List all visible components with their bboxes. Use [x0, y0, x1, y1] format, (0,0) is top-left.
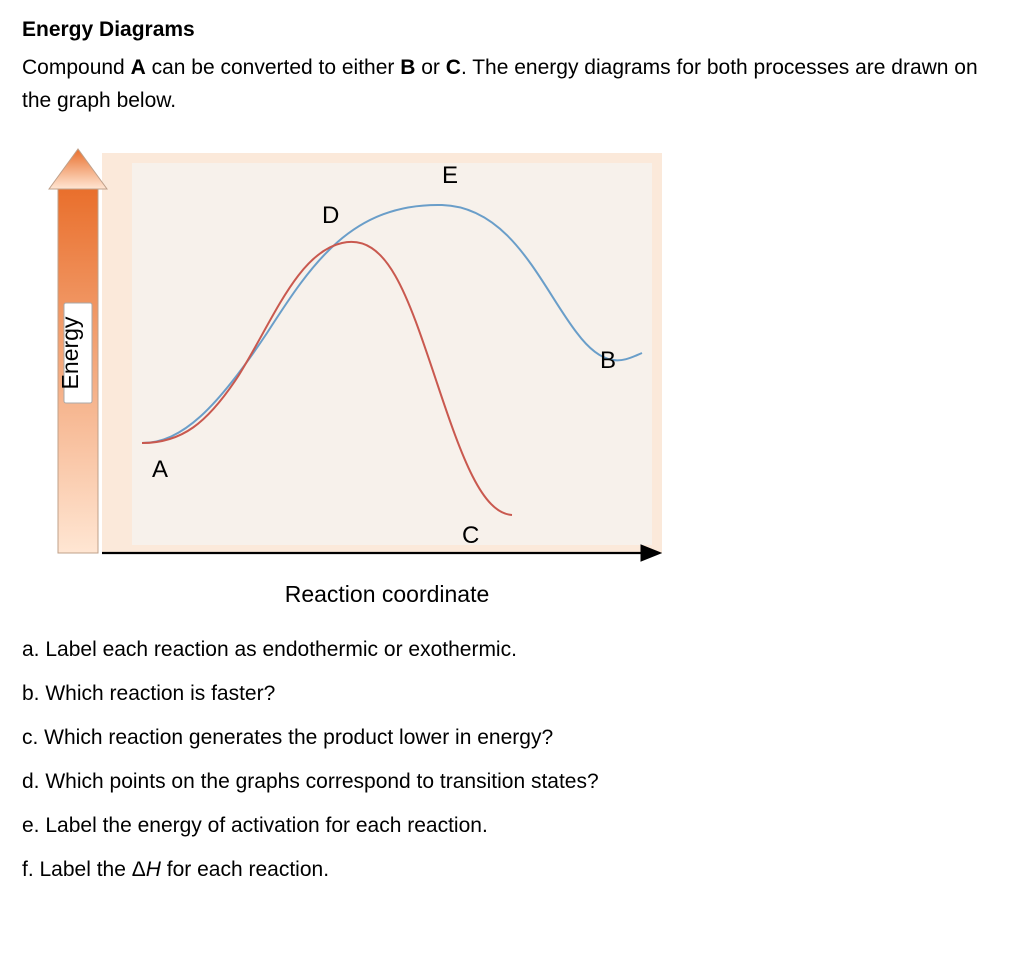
energy-diagram-svg: Energy A B C D E	[42, 143, 662, 573]
label-A: A	[152, 456, 168, 483]
intro-mid2: or	[415, 56, 445, 79]
energy-diagram: Energy A B C D E Reaction coordinate	[42, 143, 692, 608]
question-d: d. Which points on the graphs correspond…	[22, 770, 1002, 794]
question-f: f. Label the ΔH for each reaction.	[22, 858, 1002, 882]
question-e: e. Label the energy of activation for ea…	[22, 814, 1002, 838]
label-E: E	[442, 162, 458, 189]
y-axis-label: Energy	[57, 316, 83, 389]
intro-C: C	[446, 56, 461, 79]
diagram-plot-bg	[132, 163, 652, 545]
intro-mid1: can be converted to either	[146, 56, 401, 79]
x-axis-label: Reaction coordinate	[82, 581, 692, 608]
question-f-pre: f. Label the Δ	[22, 858, 146, 881]
question-a: a. Label each reaction as endothermic or…	[22, 638, 1002, 662]
question-list: a. Label each reaction as endothermic or…	[22, 638, 1002, 882]
question-f-H: H	[146, 858, 161, 881]
intro-A: A	[131, 56, 146, 79]
question-c: c. Which reaction generates the product …	[22, 726, 1002, 750]
label-B: B	[600, 347, 616, 374]
question-f-post: for each reaction.	[161, 858, 329, 881]
y-axis-arrow: Energy	[49, 149, 107, 553]
label-D: D	[322, 202, 339, 229]
label-C: C	[462, 522, 479, 549]
intro-text: Compound A can be converted to either B …	[22, 52, 1002, 117]
page-title: Energy Diagrams	[22, 18, 1002, 42]
intro-B: B	[400, 56, 415, 79]
question-b: b. Which reaction is faster?	[22, 682, 1002, 706]
intro-pre: Compound	[22, 56, 131, 79]
